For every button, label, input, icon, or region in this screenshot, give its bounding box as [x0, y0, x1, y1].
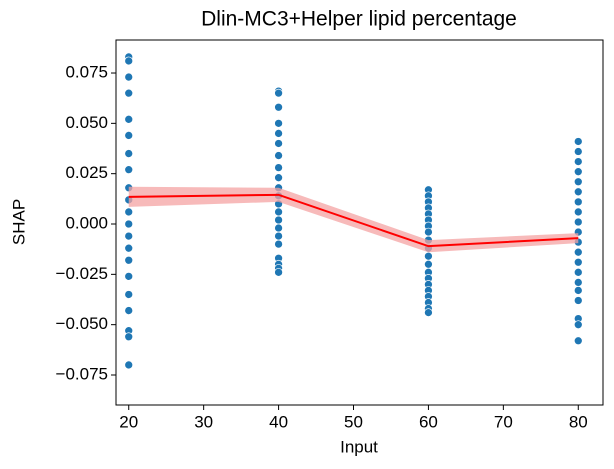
- point: [124, 306, 134, 315]
- point: [274, 207, 283, 217]
- point: [274, 223, 283, 233]
- point: [573, 320, 583, 330]
- point: [573, 197, 583, 207]
- y-tick-label: −0.075: [56, 364, 108, 383]
- point: [124, 72, 134, 82]
- point: [274, 151, 283, 160]
- point: [573, 207, 583, 217]
- point: [124, 255, 134, 265]
- y-tick-label: −0.025: [56, 264, 108, 283]
- x-axis-label: Input: [340, 437, 378, 456]
- point: [274, 88, 283, 98]
- point: [573, 187, 583, 197]
- point: [124, 114, 134, 124]
- y-tick-label: 0.050: [65, 113, 108, 132]
- point: [424, 259, 433, 269]
- point: [573, 137, 583, 146]
- point: [124, 88, 134, 98]
- point: [573, 278, 583, 287]
- point: [573, 296, 583, 305]
- y-tick-label: 0.000: [65, 213, 108, 232]
- x-tick-label: 20: [119, 412, 138, 431]
- point: [424, 251, 433, 261]
- point: [573, 267, 583, 277]
- y-tick-label: −0.050: [56, 314, 108, 333]
- point: [573, 167, 583, 177]
- point: [274, 139, 283, 148]
- chart-title: Dlin-MC3+Helper lipid percentage: [201, 8, 517, 31]
- y-tick-label: 0.025: [65, 163, 108, 182]
- point: [124, 272, 134, 281]
- point: [573, 247, 583, 257]
- point: [573, 286, 583, 295]
- point: [124, 56, 134, 66]
- point: [124, 219, 134, 229]
- point: [573, 336, 583, 346]
- point: [573, 217, 583, 227]
- point: [124, 290, 134, 299]
- x-tick-label: 80: [569, 412, 588, 431]
- x-tick-label: 30: [194, 412, 213, 431]
- point: [274, 173, 283, 183]
- x-tick-label: 70: [494, 412, 513, 431]
- point: [124, 360, 134, 370]
- point: [124, 165, 134, 175]
- plot-frame: [115, 39, 604, 406]
- point: [274, 215, 283, 225]
- point: [573, 257, 583, 267]
- point: [124, 243, 134, 253]
- x-tick-label: 50: [344, 412, 363, 431]
- point: [124, 332, 134, 342]
- point: [573, 177, 583, 187]
- point: [274, 267, 283, 277]
- y-tick-label: 0.075: [65, 63, 108, 82]
- point: [124, 231, 134, 241]
- point: [274, 129, 283, 138]
- point: [124, 149, 134, 158]
- mean-line: [128, 193, 579, 248]
- y-axis-label: SHAP: [9, 199, 28, 245]
- point: [424, 308, 433, 317]
- point: [573, 147, 583, 156]
- point: [274, 239, 283, 249]
- point: [124, 131, 134, 140]
- point: [573, 157, 583, 166]
- point: [274, 118, 283, 128]
- point: [124, 207, 134, 217]
- x-tick-label: 40: [269, 412, 288, 431]
- x-tick-label: 60: [419, 412, 438, 431]
- point: [424, 227, 433, 237]
- point: [274, 231, 283, 241]
- point: [274, 163, 283, 172]
- point: [274, 102, 283, 112]
